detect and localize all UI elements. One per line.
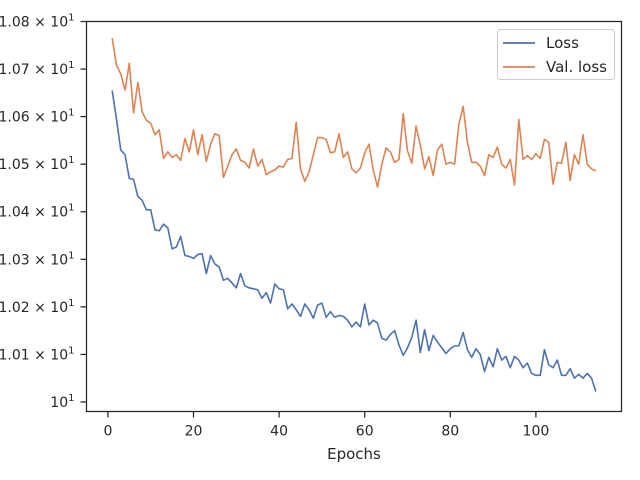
y-tick-label: 1.06 × 101 (0, 108, 75, 126)
y-tick-label-base: 1.04 × 10 (0, 205, 68, 221)
y-tick-label: 1.04 × 101 (0, 203, 75, 221)
y-tick-label: 1.05 × 101 (0, 155, 75, 173)
y-tick-label-base: 10 (50, 395, 68, 411)
y-tick-label: 1.01 × 101 (0, 345, 75, 363)
y-tick-label-exponent: 1 (68, 345, 74, 356)
x-tick-label: 20 (185, 424, 203, 440)
series-line-loss (111, 90, 597, 392)
y-tick-label: 1.07 × 101 (0, 60, 75, 78)
y-tick-label-base: 1.02 × 10 (0, 300, 68, 316)
y-tick-label: 1.03 × 101 (0, 250, 75, 268)
y-tick-label-base: 1.01 × 10 (0, 347, 68, 363)
y-tick-label: 1.02 × 101 (0, 298, 75, 316)
y-tick-label-base: 1.06 × 10 (0, 110, 68, 126)
x-tick-label: 40 (270, 424, 288, 440)
y-tick-label-base: 1.08 × 10 (0, 15, 68, 31)
y-tick-label: 1.08 × 101 (0, 13, 75, 31)
y-tick-label-base: 1.03 × 10 (0, 252, 68, 268)
series-line-val-loss (111, 38, 597, 188)
x-axis-label: Epochs (327, 445, 381, 463)
y-tick-label-exponent: 1 (68, 155, 74, 166)
legend-label-loss: Loss (546, 34, 579, 52)
y-tick-label-exponent: 1 (68, 60, 74, 71)
legend-label-val-loss: Val. loss (546, 58, 607, 76)
y-tick-label: 101 (50, 393, 74, 411)
y-tick-label-base: 1.07 × 10 (0, 62, 68, 78)
legend: Loss Val. loss (497, 29, 615, 80)
y-tick-label-exponent: 1 (68, 108, 74, 119)
x-tick-label: 80 (441, 424, 459, 440)
y-tick-label-exponent: 1 (68, 250, 74, 261)
y-tick-label-exponent: 1 (68, 203, 74, 214)
plot-area-frame (85, 20, 623, 413)
x-axis: 0 20 40 60 80 100 (103, 411, 550, 440)
y-tick-label-exponent: 1 (68, 393, 74, 404)
x-tick-label: 100 (523, 424, 550, 440)
y-tick-label-exponent: 1 (68, 13, 74, 24)
series-group (111, 38, 597, 392)
x-tick-label: 60 (356, 424, 374, 440)
y-tick-label-exponent: 1 (68, 298, 74, 309)
y-tick-label-base: 1.05 × 10 (0, 157, 68, 173)
x-tick-label: 0 (103, 424, 112, 440)
